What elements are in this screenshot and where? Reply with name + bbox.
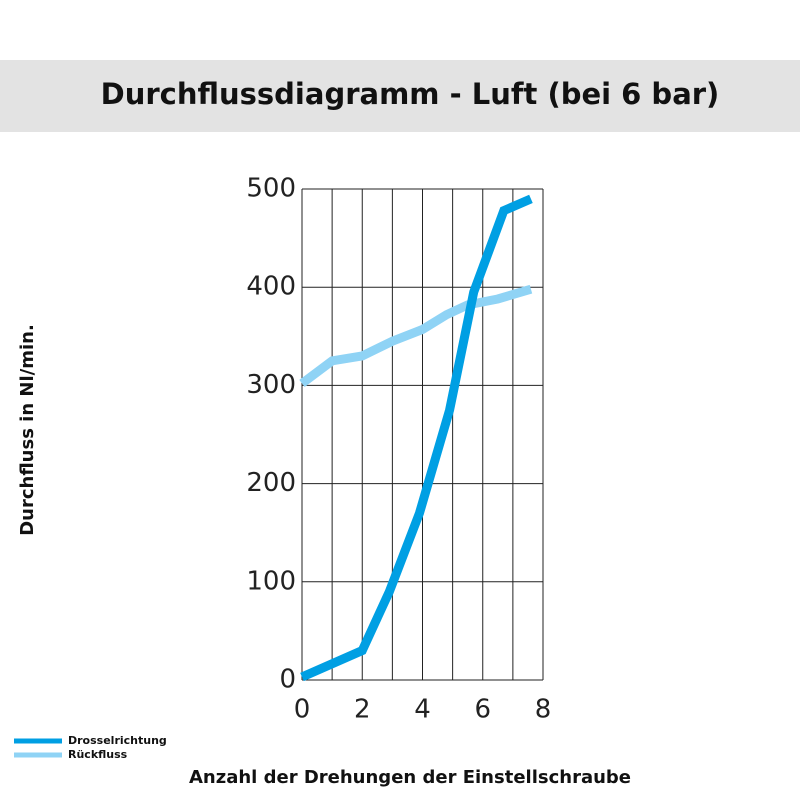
x-tick-label: 6: [474, 695, 491, 725]
x-axis-label: Anzahl der Drehungen der Einstellschraub…: [189, 767, 631, 788]
y-tick-label: 200: [246, 468, 296, 498]
x-tick-label: 8: [535, 695, 552, 725]
title-band: [0, 60, 800, 132]
y-tick-label: 100: [246, 566, 296, 596]
y-tick-label: 0: [279, 665, 296, 695]
y-tick-label: 500: [246, 174, 296, 204]
y-tick-label: 400: [246, 272, 296, 302]
x-tick-label: 4: [414, 695, 431, 725]
y-axis-label: Durchfluss in Nl/min.: [17, 324, 38, 536]
x-tick-label: 2: [354, 695, 371, 725]
series-line: [300, 194, 533, 682]
x-tick-label: 0: [294, 695, 311, 725]
chart-title: Durchflussdiagramm - Luft (bei 6 bar): [101, 77, 720, 111]
legend-label: Drosselrichtung: [68, 734, 167, 747]
series-line: [299, 284, 533, 388]
y-tick-label: 300: [246, 370, 296, 400]
legend-label: Rückfluss: [68, 748, 128, 761]
